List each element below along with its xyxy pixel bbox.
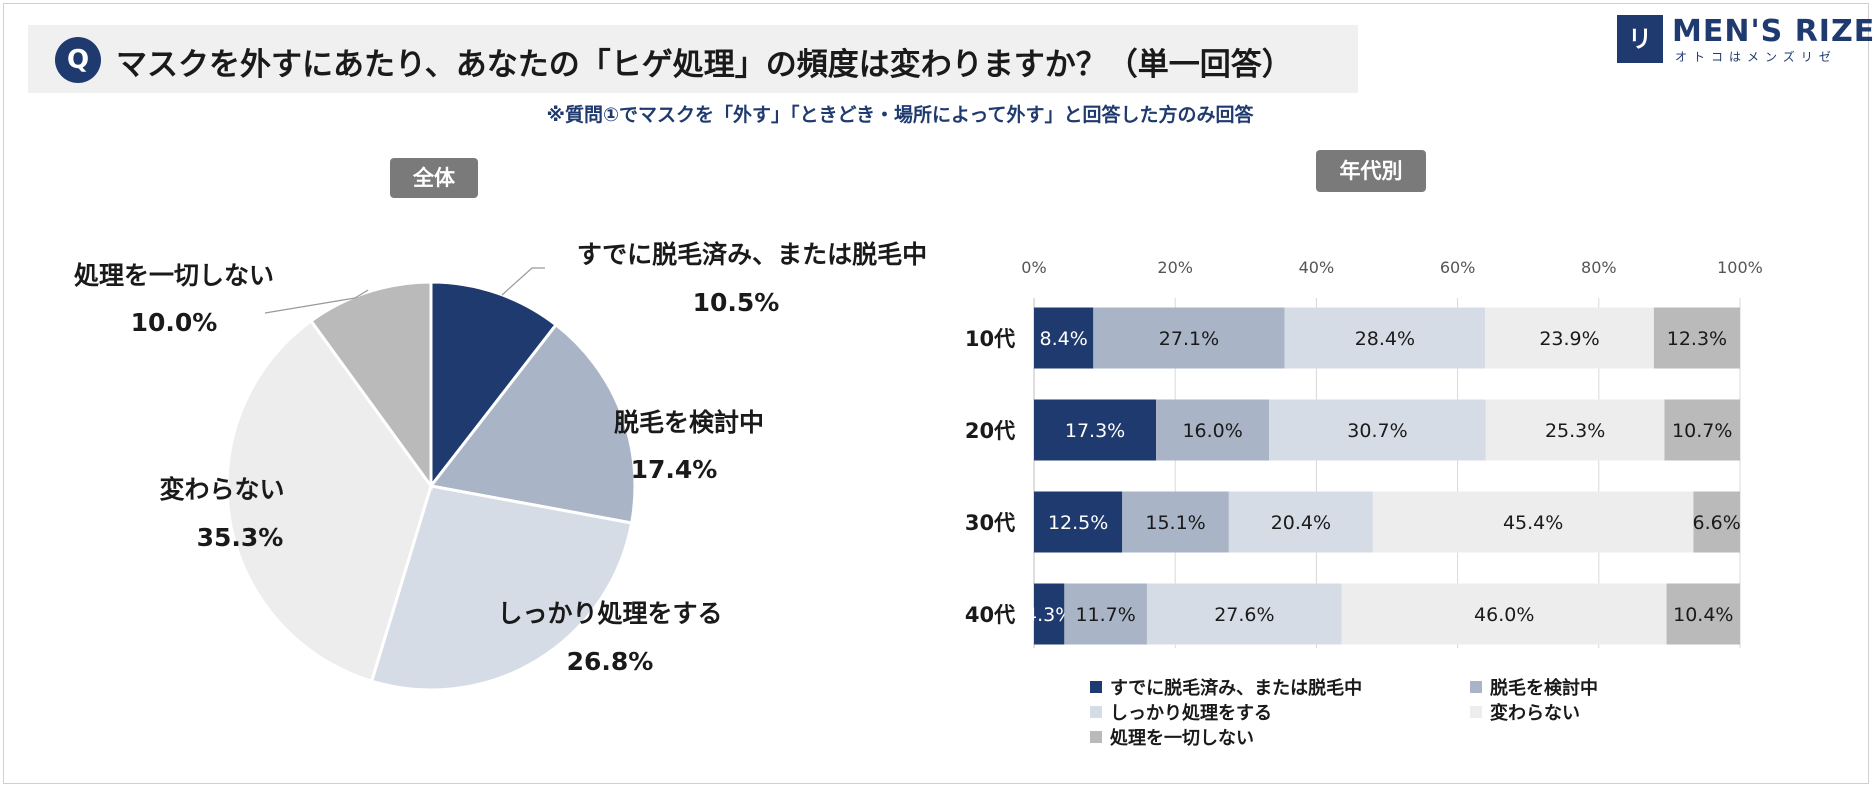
legend-label-2: しっかり処理をする: [1110, 702, 1272, 724]
pie-slice-3: [225, 318, 433, 684]
bar-value-label-2-1: 15.1%: [1145, 512, 1205, 534]
brand-logo: リゼ MEN'S RIZE オトコはメンズリゼ: [1615, 14, 1874, 101]
question-bar: Q マスクを外すにあたり、あなたの「ヒゲ処理」の頻度は変わりますか？（単一回答）: [28, 25, 1358, 93]
pie-value-label-3: 35.3%: [197, 523, 284, 552]
bar-segment-1-3: [1485, 399, 1665, 461]
legend-swatch-4: [1090, 731, 1102, 743]
bar-value-label-2-2: 20.4%: [1271, 512, 1331, 534]
bar-value-label-1-1: 16.0%: [1182, 420, 1242, 442]
pie-slice-label-0: すでに脱毛済み、または脱毛中: [577, 240, 927, 269]
question-note: ※質問①でマスクを「外す」「ときどき・場所によって外す」と回答した方のみ回答: [546, 104, 1254, 126]
bar-segment-2-4: [1693, 491, 1740, 553]
bar-value-label-3-4: 10.4%: [1673, 604, 1733, 626]
bar-value-label-2-0: 12.5%: [1048, 512, 1108, 534]
pie-slice-label-4: 処理を一切しない: [74, 261, 274, 290]
pie-slice-0: [429, 280, 559, 491]
bar-value-label-3-2: 27.6%: [1214, 604, 1274, 626]
by-age-badge: 年代別: [1316, 150, 1426, 192]
bar-segment-1-4: [1664, 399, 1740, 461]
pie-slice-1: [428, 322, 637, 525]
bar-segment-0-2: [1284, 307, 1486, 369]
bar-segment-0-0: [1034, 307, 1094, 369]
x-tick-label-0: 0%: [1021, 258, 1046, 277]
bar-segment-3-0: [1034, 583, 1065, 645]
category-label-0: 10代: [965, 327, 1015, 351]
x-tick-label-2: 40%: [1299, 258, 1335, 277]
category-label-1: 20代: [965, 419, 1015, 443]
question-mark-icon: Q: [55, 37, 101, 83]
bar-segment-2-3: [1372, 491, 1694, 553]
legend-label-1: 脱毛を検討中: [1490, 677, 1598, 699]
logo-subtitle: オトコはメンズリゼ: [1675, 50, 1837, 64]
logo-name: MEN'S RIZE: [1672, 14, 1874, 49]
legend-label-3: 変わらない: [1490, 702, 1580, 724]
bar-segment-3-4: [1666, 583, 1740, 645]
bar-segment-0-3: [1485, 307, 1654, 369]
legend-label-4: 処理を一切しない: [1110, 727, 1254, 749]
x-tick-label-4: 80%: [1581, 258, 1617, 277]
bar-segment-2-0: [1034, 491, 1123, 553]
bar-value-label-0-4: 12.3%: [1667, 328, 1727, 350]
bar-value-label-0-3: 23.9%: [1539, 328, 1599, 350]
bar-value-label-2-4: 6.6%: [1693, 512, 1741, 534]
legend-swatch-0: [1090, 681, 1102, 693]
bar-value-label-0-2: 28.4%: [1355, 328, 1415, 350]
bar-value-label-1-3: 25.3%: [1545, 420, 1605, 442]
pie-leader-line-0: [501, 267, 545, 296]
bar-value-label-3-1: 11.7%: [1075, 604, 1135, 626]
pie-slice-label-2: しっかり処理をする: [497, 599, 722, 628]
legend-label-0: すでに脱毛済み、または脱毛中: [1110, 677, 1362, 699]
bar-value-label-1-2: 30.7%: [1347, 420, 1407, 442]
logo-mark-icon: リゼ: [1617, 15, 1663, 101]
pie-leader-line-4: [264, 289, 369, 314]
x-tick-label-5: 100%: [1717, 258, 1763, 277]
bar-value-label-0-1: 27.1%: [1159, 328, 1219, 350]
pie-value-label-2: 26.8%: [567, 647, 654, 676]
bar-value-label-3-0: 4.3%: [1025, 604, 1073, 626]
pie-slice-2: [369, 484, 634, 692]
slide-frame: [3, 3, 1869, 784]
question-text: マスクを外すにあたり、あなたの「ヒゲ処理」の頻度は変わりますか？（単一回答）: [116, 47, 1293, 83]
bar-segment-2-2: [1228, 491, 1373, 553]
overall-badge: 全体: [390, 158, 478, 198]
bar-segment-1-1: [1156, 399, 1270, 461]
x-tick-label-1: 20%: [1157, 258, 1193, 277]
pie-value-label-1: 17.4%: [631, 455, 718, 484]
pie-value-label-0: 10.5%: [693, 288, 780, 317]
pie-value-label-4: 10.0%: [131, 308, 218, 337]
bar-segment-3-3: [1341, 583, 1667, 645]
bar-value-label-1-4: 10.7%: [1672, 420, 1732, 442]
stacked-bar-chart: 0% 20% 40% 60% 80% 100% 10代 20代 30代 40代 8.4% 27.1% 2…: [965, 258, 1763, 749]
bar-value-label-2-3: 45.4%: [1503, 512, 1563, 534]
category-label-3: 40代: [965, 603, 1015, 627]
pie-slice-label-1: 脱毛を検討中: [614, 408, 764, 437]
bar-segment-0-1: [1093, 307, 1285, 369]
bar-value-label-0-0: 8.4%: [1040, 328, 1088, 350]
bar-value-label-3-3: 46.0%: [1474, 604, 1534, 626]
bar-segment-2-1: [1122, 491, 1229, 553]
x-tick-label-3: 60%: [1440, 258, 1476, 277]
pie-slice-label-3: 変わらない: [159, 475, 284, 504]
bar-segment-3-1: [1064, 583, 1147, 645]
legend-swatch-1: [1470, 681, 1482, 693]
bar-segment-0-4: [1653, 307, 1740, 369]
bar-value-label-1-0: 17.3%: [1065, 420, 1125, 442]
bar-segment-1-0: [1034, 399, 1157, 461]
legend-swatch-2: [1090, 706, 1102, 718]
bar-segment-1-2: [1269, 399, 1486, 461]
category-label-2: 30代: [965, 511, 1015, 535]
bar-segment-3-2: [1146, 583, 1342, 645]
legend-swatch-3: [1470, 706, 1482, 718]
pie-chart: すでに脱毛済み、または脱毛中 10.5% 脱毛を検討中 17.4% しっかり処理をする 2…: [74, 240, 927, 692]
pie-slice-4: [308, 280, 433, 491]
